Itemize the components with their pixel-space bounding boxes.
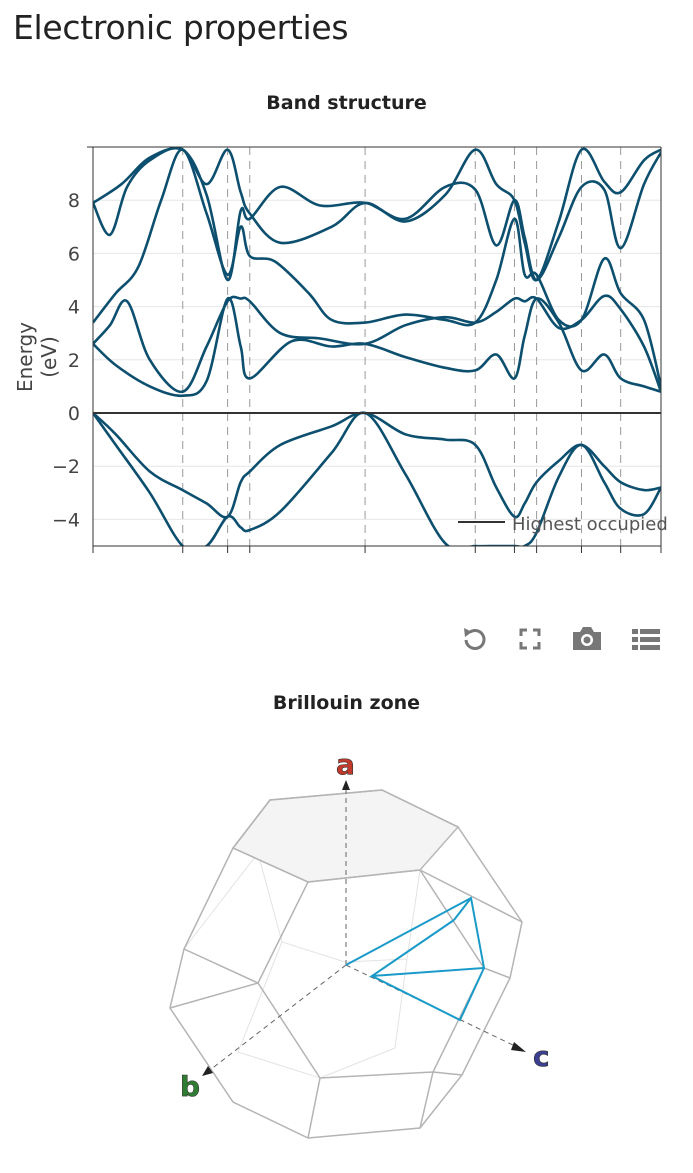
chart-toolbar: [450, 620, 670, 660]
brillouin-zone-title: Brillouin zone: [272, 692, 421, 714]
list-icon[interactable]: [628, 620, 664, 658]
bz-axis-labels: a b c: [180, 748, 550, 1104]
reset-icon[interactable]: [456, 620, 492, 658]
band-line: [93, 148, 661, 387]
band-line: [93, 294, 661, 394]
band-line: [93, 411, 661, 519]
camera-icon[interactable]: [569, 620, 605, 658]
band-line: [93, 411, 661, 546]
y-tick-label: 8: [68, 190, 80, 212]
kpoint-dividers: [182, 147, 622, 546]
bz-outline: [169, 789, 523, 1139]
page-title: Electronic properties: [13, 8, 349, 47]
y-tick-label: 2: [68, 350, 80, 372]
chart-axes: −4 −2 0 2 4 6 8: [52, 146, 662, 553]
axis-label-c: c: [533, 1040, 550, 1073]
band-line: [93, 147, 661, 282]
y-tick-label: 6: [68, 243, 80, 265]
band-structure-title: Band structure: [266, 92, 427, 114]
y-tick-label: 0: [68, 403, 80, 425]
band-structure-chart[interactable]: −4 −2 0 2 4 6 8 Highest occupied: [0, 130, 693, 570]
fullscreen-icon[interactable]: [512, 620, 548, 658]
y-tick-label: 4: [68, 297, 80, 319]
axis-label-a: a: [336, 748, 355, 781]
bz-kpath: [345, 896, 486, 1022]
bz-axes: [202, 780, 526, 1076]
brillouin-zone-view[interactable]: a b c: [0, 730, 693, 1170]
y-tick-label: −2: [52, 456, 80, 478]
legend[interactable]: Highest occupied: [458, 514, 668, 535]
band-line: [93, 297, 661, 398]
legend-label: Highest occupied: [512, 514, 668, 535]
y-tick-label: −4: [52, 509, 80, 531]
band-line: [93, 147, 661, 282]
band-series-group: [93, 147, 661, 546]
axis-label-b: b: [180, 1070, 200, 1103]
